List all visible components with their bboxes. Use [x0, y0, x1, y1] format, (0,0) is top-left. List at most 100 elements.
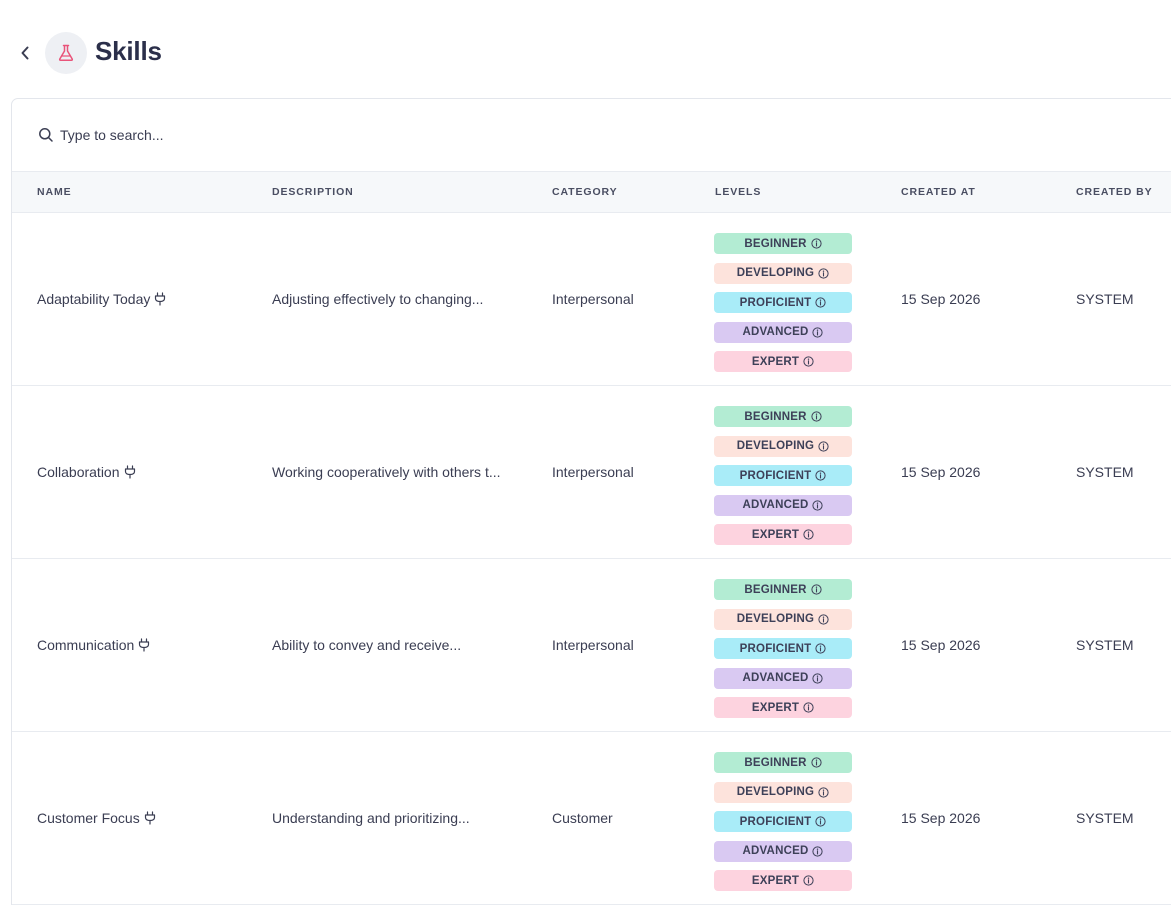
info-icon — [812, 846, 824, 857]
level-badge-expert[interactable]: EXPERT — [714, 524, 852, 546]
level-badge-advanced[interactable]: ADVANCED — [714, 494, 852, 516]
info-icon — [818, 786, 829, 798]
column-header-created-by[interactable]: CREATED BY — [1076, 186, 1153, 198]
created-at: 15 Sep 2026 — [901, 291, 981, 307]
table-row[interactable]: Communication Ability to convey and recei… — [12, 559, 1171, 732]
info-icon — [812, 673, 824, 684]
info-icon — [811, 411, 822, 422]
level-label: EXPERT — [751, 355, 800, 368]
level-badge-proficient[interactable]: PROFICIENT — [714, 811, 852, 833]
level-label: DEVELOPING — [736, 267, 815, 280]
level-label: PROFICIENT — [739, 296, 812, 309]
info-icon — [815, 816, 826, 827]
flask-icon-badge — [45, 32, 87, 74]
level-label: ADVANCED — [742, 845, 809, 858]
info-icon — [812, 327, 824, 338]
info-icon — [811, 757, 822, 768]
search-input[interactable] — [60, 127, 460, 143]
level-label: BEGINNER — [744, 756, 807, 769]
level-badge-beginner[interactable]: BEGINNER — [714, 406, 852, 427]
level-label: ADVANCED — [742, 672, 809, 685]
skill-description: Working cooperatively with others t... — [272, 464, 501, 480]
skill-description: Ability to convey and receive... — [272, 637, 462, 653]
levels-list: BEGINNER DEVELOPING PROFICIENT ADVANCED EXPE… — [714, 406, 852, 554]
level-badge-developing[interactable]: DEVELOPING — [714, 781, 852, 803]
info-icon — [815, 643, 826, 654]
skills-table-card: NAME DESCRIPTION CATEGORY LEVELS CREATED… — [11, 98, 1171, 905]
info-icon — [803, 875, 814, 886]
info-icon — [803, 356, 814, 367]
level-badge-beginner[interactable]: BEGINNER — [714, 233, 852, 254]
table-header: NAME DESCRIPTION CATEGORY LEVELS CREATED… — [12, 172, 1171, 213]
level-badge-advanced[interactable]: ADVANCED — [714, 321, 852, 343]
info-icon — [803, 529, 814, 540]
column-header-category[interactable]: CATEGORY — [552, 186, 618, 198]
column-header-name[interactable]: NAME — [37, 186, 72, 198]
info-icon — [818, 613, 829, 625]
level-badge-proficient[interactable]: PROFICIENT — [714, 638, 852, 660]
created-at: 15 Sep 2026 — [901, 464, 981, 480]
plug-icon — [124, 465, 136, 479]
skill-name-cell: Communication — [37, 559, 150, 731]
skill-description: Understanding and prioritizing... — [272, 810, 470, 826]
level-label: EXPERT — [751, 874, 800, 887]
page-header: Skills — [0, 0, 1171, 100]
table-row[interactable]: Adaptability Today Adjusting effectively … — [12, 213, 1171, 386]
level-badge-proficient[interactable]: PROFICIENT — [714, 292, 852, 314]
created-by: SYSTEM — [1076, 291, 1134, 307]
level-badge-proficient[interactable]: PROFICIENT — [714, 465, 852, 487]
created-at: 15 Sep 2026 — [901, 810, 981, 826]
table-row[interactable]: Collaboration Working cooperatively with … — [12, 386, 1171, 559]
level-badge-beginner[interactable]: BEGINNER — [714, 752, 852, 773]
skill-name: Customer Focus — [37, 810, 140, 826]
skill-name-cell: Adaptability Today — [37, 213, 166, 385]
plug-icon — [144, 811, 156, 825]
created-by: SYSTEM — [1076, 810, 1134, 826]
created-at: 15 Sep 2026 — [901, 637, 981, 653]
skill-name: Adaptability Today — [37, 291, 151, 307]
info-icon — [815, 470, 826, 481]
created-by: SYSTEM — [1076, 637, 1134, 653]
skill-category: Interpersonal — [552, 291, 634, 307]
info-icon — [811, 238, 822, 249]
plug-icon — [154, 292, 166, 306]
levels-list: BEGINNER DEVELOPING PROFICIENT ADVANCED EXPE… — [714, 752, 852, 900]
info-icon — [803, 702, 814, 713]
level-label: EXPERT — [751, 528, 800, 541]
search-bar — [12, 99, 1171, 172]
table-row[interactable]: Customer Focus Understanding and prioriti… — [12, 732, 1171, 905]
level-badge-developing[interactable]: DEVELOPING — [714, 608, 852, 630]
level-badge-developing[interactable]: DEVELOPING — [714, 262, 852, 284]
info-icon — [815, 297, 826, 308]
info-icon — [812, 500, 824, 511]
plug-icon — [138, 638, 150, 652]
level-badge-beginner[interactable]: BEGINNER — [714, 579, 852, 600]
column-header-description[interactable]: DESCRIPTION — [272, 186, 354, 198]
level-label: ADVANCED — [742, 499, 809, 512]
level-label: DEVELOPING — [736, 440, 815, 453]
level-badge-expert[interactable]: EXPERT — [714, 351, 852, 373]
level-label: PROFICIENT — [739, 815, 812, 828]
level-label: ADVANCED — [742, 326, 809, 339]
skill-name: Collaboration — [37, 464, 120, 480]
back-button[interactable] — [14, 41, 36, 65]
column-header-levels[interactable]: LEVELS — [715, 186, 762, 198]
created-by: SYSTEM — [1076, 464, 1134, 480]
level-label: BEGINNER — [744, 583, 807, 596]
level-badge-expert[interactable]: EXPERT — [714, 870, 852, 892]
skill-name: Communication — [37, 637, 135, 653]
level-badge-developing[interactable]: DEVELOPING — [714, 435, 852, 457]
level-label: PROFICIENT — [739, 642, 812, 655]
search-icon — [38, 127, 54, 143]
level-badge-expert[interactable]: EXPERT — [714, 697, 852, 719]
level-badge-advanced[interactable]: ADVANCED — [714, 667, 852, 689]
column-header-created-at[interactable]: CREATED AT — [901, 186, 976, 198]
info-icon — [818, 440, 829, 452]
level-label: DEVELOPING — [736, 786, 815, 799]
level-label: DEVELOPING — [736, 613, 815, 626]
skill-name-cell: Customer Focus — [37, 732, 156, 904]
info-icon — [811, 584, 822, 595]
skill-description: Adjusting effectively to changing... — [272, 291, 484, 307]
level-badge-advanced[interactable]: ADVANCED — [714, 840, 852, 862]
